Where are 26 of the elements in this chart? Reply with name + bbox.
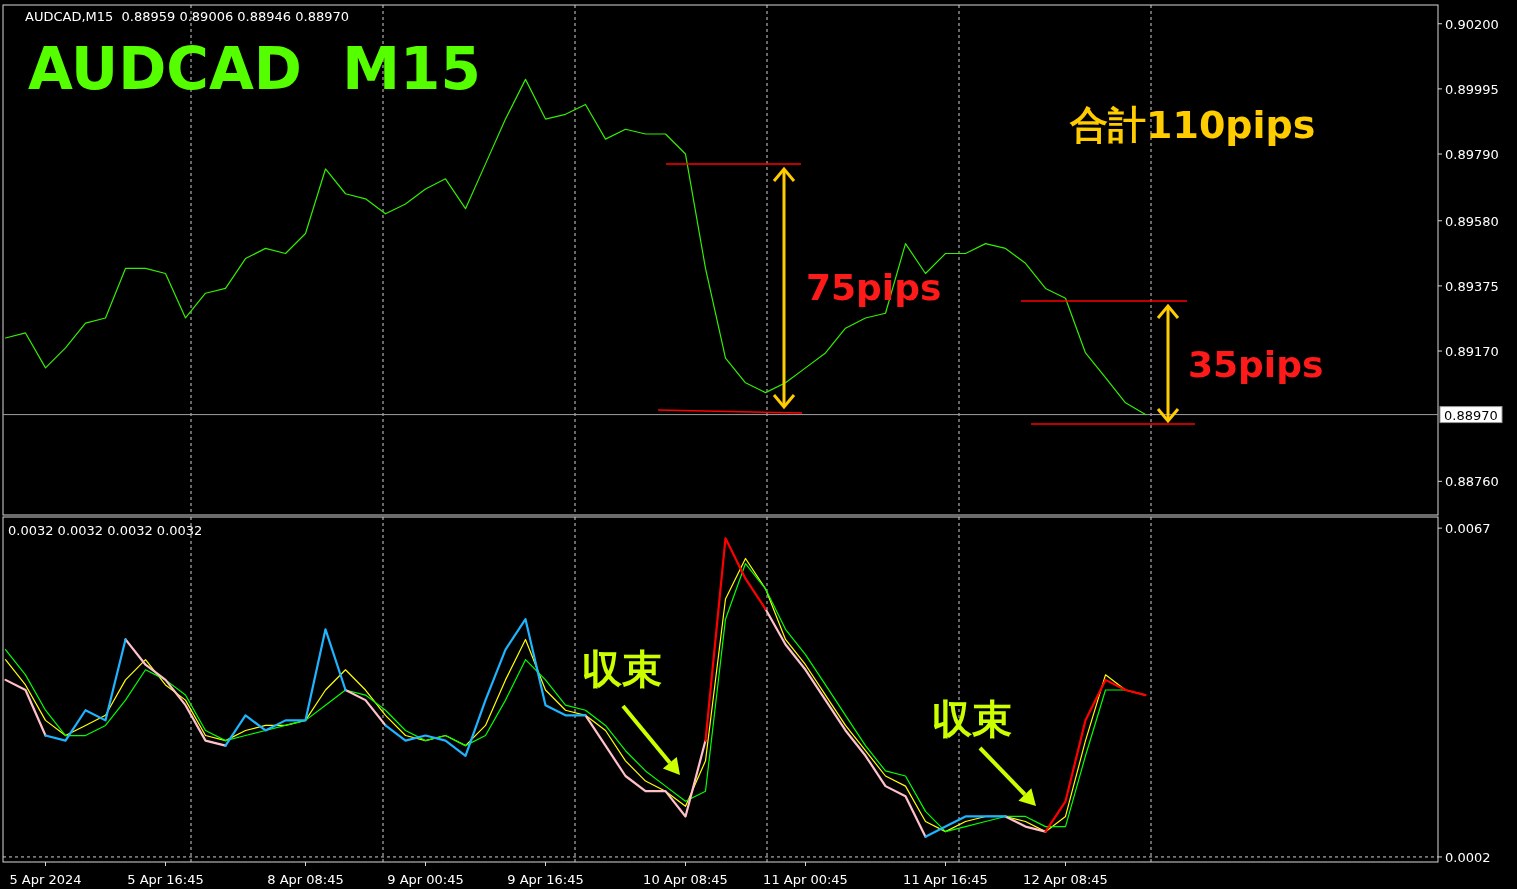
x-tick-label: 9 Apr 00:45: [387, 872, 464, 887]
text: 35pips: [1188, 344, 1324, 385]
annotation: 合計110pips: [1069, 103, 1316, 147]
x-tick-label: 12 Apr 08:45: [1023, 872, 1108, 887]
x-tick-label: 11 Apr 16:45: [903, 872, 988, 887]
x-tick-label: 9 Apr 16:45: [507, 872, 584, 887]
y-tick-label: 0.89580: [1445, 213, 1499, 229]
annotation: 収束: [932, 696, 1012, 742]
x-tick-label: 10 Apr 08:45: [643, 872, 728, 887]
y-tick-label: 0.88760: [1445, 474, 1499, 490]
y-tick-label: 0.0067: [1445, 521, 1491, 537]
x-tick-label: 8 Apr 08:45: [267, 872, 344, 887]
y-tick-label: 0.0002: [1445, 849, 1491, 865]
y-tick-label: 0.89995: [1445, 81, 1499, 97]
y-tick-label: 0.89375: [1445, 278, 1499, 294]
annotation: AUDCAD,M15 0.88959 0.89006 0.88946 0.88970: [25, 9, 349, 24]
ref-line-label: 0.88970: [1444, 407, 1498, 423]
x-tick-label: 5 Apr 2024: [9, 872, 82, 887]
text: AUDCAD M15: [28, 35, 481, 103]
y-tick-label: 0.89790: [1445, 147, 1499, 163]
annotation: 0.0032 0.0032 0.0032 0.0032: [8, 523, 203, 538]
y-tick-label: 0.89170: [1445, 344, 1499, 360]
y-tick-label: 0.90200: [1445, 16, 1499, 32]
x-tick-label: 11 Apr 00:45: [763, 872, 848, 887]
annotation: 収束: [582, 646, 662, 692]
x-tick-label: 5 Apr 16:45: [127, 872, 204, 887]
